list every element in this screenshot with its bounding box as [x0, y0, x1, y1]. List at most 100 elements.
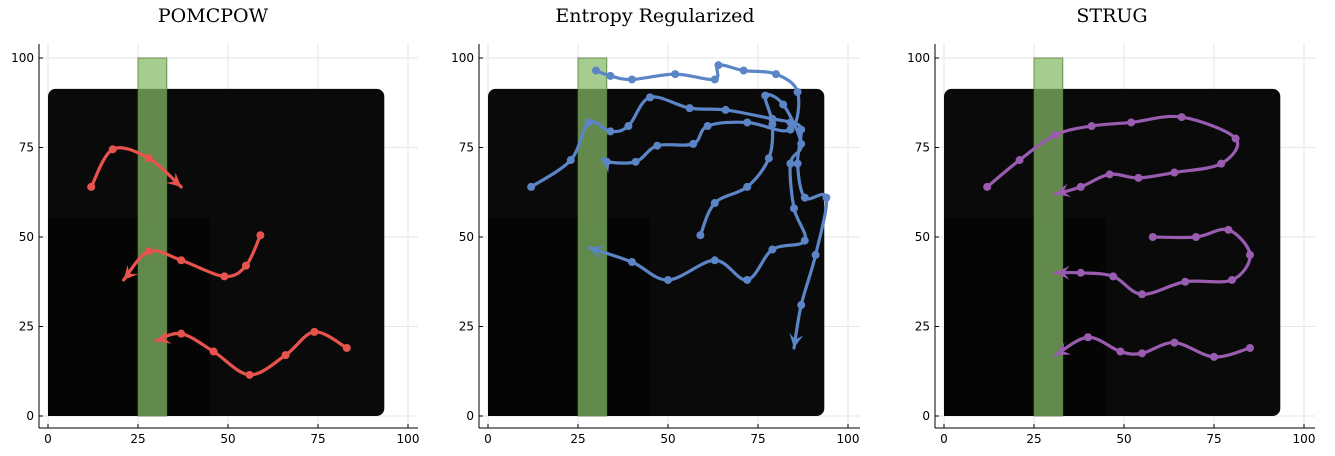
trajectory-point [1116, 347, 1125, 356]
heatmap-core [48, 219, 210, 416]
obstacle-region [137, 57, 168, 417]
trajectory-point [1246, 250, 1254, 259]
trajectory-point [1170, 338, 1179, 347]
trajectory-point [1051, 130, 1060, 139]
trajectory-point [761, 91, 770, 100]
heatmap-core [944, 219, 1106, 416]
y-tick-label: 75 [459, 141, 474, 155]
x-tick-label: 50 [220, 432, 235, 446]
y-tick-label: 100 [11, 51, 34, 65]
trajectory-point [800, 236, 809, 245]
x-tick-label: 0 [44, 432, 52, 446]
y-tick-label: 25 [915, 320, 930, 334]
trajectory-point [671, 70, 680, 79]
trajectory-point [628, 75, 636, 84]
trajectory-point [811, 250, 820, 259]
trajectory-point [764, 154, 773, 163]
x-tick-label: 100 [397, 432, 420, 446]
trajectory-point [743, 275, 752, 284]
subplot-title: Entropy Regularized [555, 5, 754, 27]
trajectory-point [664, 275, 672, 284]
trajectory-point [689, 139, 698, 148]
trajectory-point [793, 159, 802, 168]
trajectory-point [1134, 173, 1143, 182]
x-tick-label: 100 [837, 432, 860, 446]
trajectory-point [1170, 168, 1179, 177]
heatmap-background [944, 88, 1281, 417]
trajectory-point [628, 258, 636, 267]
trajectory-point [653, 141, 662, 150]
subplot-title: STRUG [1076, 5, 1147, 27]
trajectory-point [242, 261, 250, 270]
trajectory-point [209, 347, 218, 356]
trajectory-point [1076, 268, 1085, 277]
trajectory-point [1138, 349, 1146, 358]
trajectory-point [1210, 352, 1218, 361]
trajectory-point [177, 256, 186, 265]
trajectory-point [1224, 225, 1233, 234]
trajectory-point [108, 145, 117, 154]
y-tick-label: 25 [459, 320, 474, 334]
trajectory-point [1228, 275, 1236, 284]
y-tick-label: 0 [922, 409, 930, 423]
y-tick-label: 50 [915, 230, 930, 244]
trajectory-point [797, 301, 806, 310]
trajectory-point [245, 370, 254, 379]
trajectory-point [790, 204, 798, 213]
y-tick-label: 75 [915, 141, 930, 155]
trajectory-arrowhead [123, 264, 139, 280]
trajectory-point [144, 154, 153, 163]
subplot-entropy-regularized: Entropy Regularized 0 25 50 75 100 0 25 50 75 100 [451, 5, 860, 446]
trajectory-point [1109, 272, 1118, 281]
trajectory-point [310, 327, 319, 336]
trajectory-point [281, 351, 290, 360]
trajectory-point [743, 182, 752, 191]
trajectory-point [710, 198, 719, 207]
trajectory-point [696, 231, 705, 240]
x-tick-label: 0 [940, 432, 948, 446]
y-tick-label: 75 [19, 141, 34, 155]
x-tick-label: 25 [130, 432, 145, 446]
trajectory-point [1148, 233, 1157, 241]
trajectory-point [1138, 290, 1146, 299]
y-tick-label: 100 [907, 51, 930, 65]
trajectory-line [1054, 227, 1252, 296]
subplot-pomcpow: POMCPOW 0 25 50 75 100 0 25 50 75 100 [11, 5, 419, 446]
trajectory-point [710, 75, 719, 84]
x-tick-label: 75 [750, 432, 765, 446]
trajectory-point [1084, 333, 1092, 342]
trajectory-point [624, 122, 633, 131]
trajectory-point [1076, 182, 1085, 191]
trajectory-line [89, 146, 183, 189]
trajectory-point [177, 329, 186, 338]
y-tick-label: 50 [459, 230, 474, 244]
x-tick-label: 50 [1116, 432, 1131, 446]
trajectory-arrowhead [588, 245, 605, 259]
y-tick-label: 0 [26, 409, 34, 423]
trajectory-point [1087, 122, 1096, 131]
trajectory-arrowhead [603, 158, 619, 174]
x-tick-label: 75 [1206, 432, 1221, 446]
x-tick-label: 25 [570, 432, 585, 446]
trajectory-arrowhead [166, 172, 182, 187]
y-tick-label: 100 [451, 51, 474, 65]
trajectory-3 [592, 61, 802, 174]
trajectory-point [739, 66, 748, 75]
trajectory-point [1015, 156, 1024, 165]
trajectory-point [743, 118, 752, 127]
trajectory-point [772, 70, 780, 79]
y-tick-label: 0 [466, 409, 474, 423]
trajectory-point [527, 182, 536, 191]
trajectory-point [779, 100, 788, 109]
trajectory-point [1127, 118, 1136, 127]
trajectory-3 [1054, 333, 1254, 361]
trajectory-arrowhead [1055, 183, 1071, 197]
trajectory-arrowhead [1055, 342, 1072, 356]
trajectory-point [714, 61, 723, 70]
trajectory-point [786, 159, 795, 168]
trajectory-point [87, 182, 96, 191]
trajectory-point [685, 104, 694, 113]
heatmap-core [488, 219, 650, 416]
trajectory-point [1177, 113, 1186, 122]
